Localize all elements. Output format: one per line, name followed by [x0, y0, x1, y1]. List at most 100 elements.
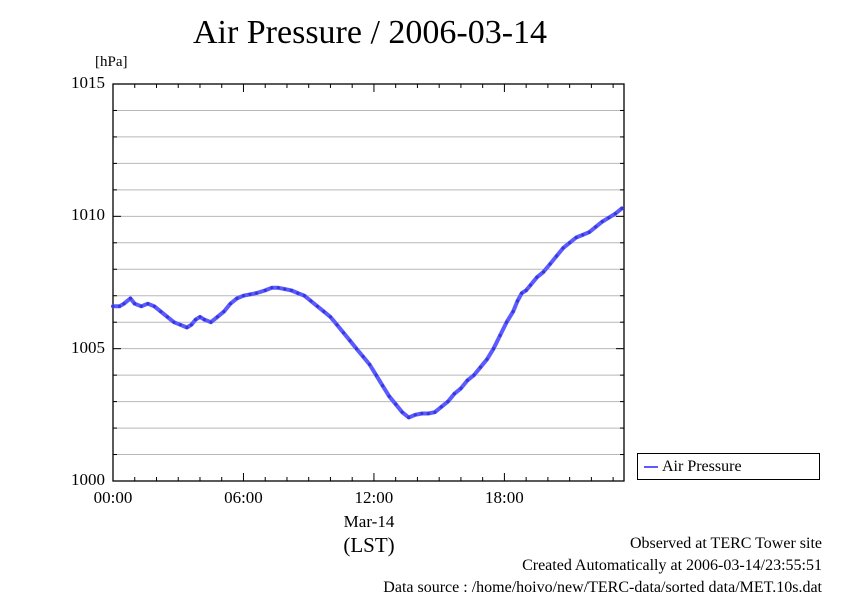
data-point — [485, 357, 489, 361]
data-point — [574, 235, 578, 240]
data-point — [581, 233, 585, 237]
data-point — [361, 355, 365, 359]
data-point — [111, 304, 115, 308]
data-point — [296, 291, 300, 295]
data-point — [613, 212, 617, 216]
data-point — [400, 410, 404, 414]
data-point — [541, 270, 546, 274]
data-point — [241, 294, 246, 298]
data-point — [465, 378, 469, 382]
data-point — [198, 315, 202, 319]
x-tick-label: 12:00 — [354, 488, 394, 507]
data-point — [302, 294, 306, 298]
data-point — [348, 339, 352, 343]
data-point — [209, 320, 213, 324]
data-point — [413, 413, 417, 417]
data-point — [128, 296, 132, 300]
data-point — [515, 299, 520, 303]
series-line-air-pressure — [111, 206, 624, 420]
data-point — [524, 288, 528, 292]
data-point — [222, 310, 226, 314]
data-point — [152, 304, 156, 308]
data-point — [368, 362, 372, 367]
x-axis-date-label: Mar-14 — [343, 512, 395, 531]
x-axis-timezone-label: (LST) — [343, 533, 395, 557]
data-point — [139, 304, 143, 308]
data-point — [248, 292, 252, 296]
data-point — [472, 373, 476, 377]
data-point — [498, 333, 502, 337]
data-point — [335, 323, 339, 327]
x-tick-label: 00:00 — [93, 488, 133, 507]
data-point — [568, 241, 572, 245]
data-point — [165, 315, 169, 319]
data-point — [452, 392, 456, 396]
legend: Air Pressure — [637, 453, 820, 480]
data-point — [426, 411, 430, 416]
data-point — [381, 384, 385, 388]
data-point — [235, 296, 239, 300]
data-point — [202, 318, 206, 322]
data-point — [520, 291, 524, 295]
footer-created: Created Automatically at 2006-03-14/23:5… — [522, 557, 822, 574]
data-point — [433, 410, 437, 414]
data-point — [189, 323, 193, 327]
legend-label: Air Pressure — [662, 458, 742, 475]
data-point — [374, 373, 378, 377]
data-point — [328, 315, 332, 319]
data-point — [289, 288, 293, 292]
data-point — [459, 386, 463, 390]
data-point — [587, 230, 591, 234]
data-point — [309, 299, 313, 303]
data-point — [276, 286, 280, 290]
y-axis-unit-label: [hPa] — [95, 54, 128, 70]
x-tick-label: 06:00 — [224, 488, 263, 507]
data-point — [478, 365, 483, 369]
plot-frame — [112, 83, 625, 482]
y-tick-label: 1015 — [71, 73, 105, 92]
data-point — [535, 275, 539, 279]
data-point — [133, 302, 137, 306]
data-point — [270, 286, 274, 290]
data-point — [117, 304, 122, 308]
data-point — [511, 310, 515, 314]
data-point — [407, 415, 411, 420]
data-point — [185, 325, 189, 330]
data-point — [528, 283, 533, 287]
chart-title: Air Pressure / 2006-03-14 — [192, 14, 548, 51]
data-point — [505, 320, 509, 324]
data-point — [228, 302, 232, 306]
data-point — [446, 400, 450, 404]
data-point — [561, 246, 565, 250]
data-point — [607, 216, 611, 220]
data-point — [594, 225, 598, 229]
data-point — [394, 402, 398, 406]
data-point — [215, 315, 219, 319]
data-point — [172, 320, 176, 324]
data-point — [555, 254, 559, 258]
footer-observed: Observed at TERC Tower site — [629, 535, 822, 552]
data-point — [548, 262, 552, 266]
footer-source: Data source : /home/hoivo/new/TERC-data/… — [383, 579, 822, 596]
y-tick-label: 1000 — [71, 470, 105, 489]
data-point — [491, 347, 496, 351]
data-point — [322, 310, 326, 314]
data-point — [439, 405, 443, 409]
data-point — [263, 288, 267, 292]
data-point — [178, 323, 182, 327]
data-point — [283, 287, 287, 291]
y-tick-label: 1005 — [71, 337, 105, 357]
data-point — [620, 206, 624, 210]
data-point — [600, 220, 604, 224]
data-point — [387, 394, 391, 398]
data-point — [146, 302, 150, 306]
y-tick-label: 1010 — [71, 205, 105, 225]
legend-swatch — [644, 466, 658, 468]
data-point — [315, 304, 319, 308]
data-point — [420, 411, 424, 416]
data-point — [159, 310, 163, 314]
x-tick-label: 18:00 — [485, 488, 524, 507]
data-point — [354, 347, 359, 351]
data-point — [194, 318, 198, 322]
